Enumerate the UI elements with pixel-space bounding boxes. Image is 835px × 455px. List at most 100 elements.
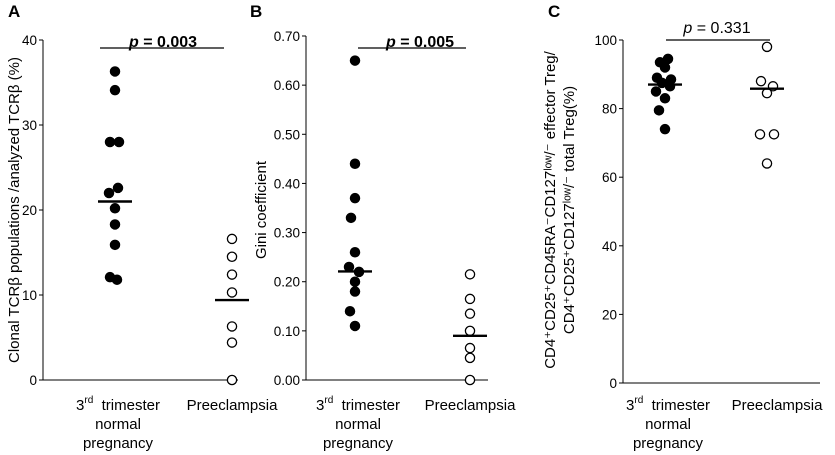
panel-b-y-ticks: 0.00 0.10 0.20 0.30 0.40 0.50 0.60 0.70 [274, 29, 488, 388]
panel-b-ylabel: Gini coefficient [253, 160, 270, 259]
y-tick-label: 40 [22, 33, 37, 48]
data-point-filled [344, 305, 356, 317]
category-label-preeclampsia: Preeclampsia [425, 397, 517, 414]
data-point-open [464, 293, 476, 305]
panel-c-y-ticks: 0 20 40 60 80 100 [594, 33, 820, 391]
data-point-open [464, 308, 476, 319]
data-point-open [464, 269, 476, 280]
panel-b-categories: 3rd trimester normal pregnancy Preeclampsia [316, 395, 516, 452]
data-point-open [226, 374, 238, 386]
category-label-normal-line2: normal [95, 416, 141, 433]
y-tick-label: 0.60 [274, 78, 300, 93]
y-tick-label: 80 [602, 102, 617, 117]
data-point-filled [109, 219, 121, 230]
panel-a-label: A [8, 2, 20, 21]
data-point-open [464, 352, 476, 364]
data-point-filled [349, 246, 361, 258]
panel-c-pvalue: p = 0.331 [682, 20, 750, 37]
y-tick-label: 30 [22, 118, 37, 133]
data-point-open [761, 41, 773, 53]
panel-b-pvalue: p = 0.005 [385, 34, 454, 51]
y-tick-label: 0.50 [274, 127, 300, 142]
data-point-filled [349, 276, 361, 287]
category-label-preeclampsia: Preeclampsia [187, 397, 279, 414]
category-label-normal-line2: normal [335, 416, 381, 433]
y-tick-label: 40 [602, 239, 617, 254]
data-point-filled [349, 192, 361, 204]
data-point-filled [345, 212, 357, 224]
panel-a-pvalue: p = 0.003 [128, 34, 197, 51]
data-point-filled [112, 182, 124, 194]
panel-a-categories: 3rd trimester normal pregnancy Preeclampsia [76, 395, 278, 452]
data-point-open [464, 325, 476, 337]
y-tick-label: 10 [22, 288, 37, 303]
data-point-open [754, 129, 766, 140]
y-tick-label: 0.10 [274, 324, 300, 339]
data-point-filled [109, 66, 121, 77]
category-label-normal-line3: pregnancy [633, 435, 704, 452]
data-point-open [226, 287, 238, 298]
panel-b-marks [338, 47, 487, 386]
data-point-filled [104, 136, 116, 148]
data-point-open [226, 337, 238, 348]
data-point-filled [109, 203, 121, 214]
data-point-open [226, 251, 238, 262]
y-tick-label: 0.30 [274, 226, 300, 241]
panel-b: B Gini coefficient 0.000.100.200.300.400… [250, 2, 516, 452]
category-label-normal-line1: 3rd trimester [316, 395, 400, 414]
data-point-filled [109, 239, 121, 251]
category-label-normal-line2: normal [645, 416, 691, 433]
data-point-filled [349, 158, 361, 170]
data-point-open [226, 233, 238, 245]
category-label-normal-line3: pregnancy [323, 435, 394, 452]
data-point-filled [111, 274, 123, 285]
data-point-open [761, 87, 773, 99]
panel-b-label: B [250, 2, 262, 21]
category-label-normal-line3: pregnancy [83, 435, 154, 452]
category-label-normal-line1: 3rd trimester [76, 395, 160, 414]
y-tick-label: 0.70 [274, 29, 300, 44]
panel-a-marks [98, 47, 249, 386]
panel-c-label: C [548, 2, 560, 21]
panel-a: A Clonal TCRβ populations /analyzed TCRβ… [6, 2, 278, 452]
data-point-filled [659, 62, 671, 73]
data-point-filled [349, 320, 361, 332]
data-point-open [761, 158, 773, 169]
category-label-preeclampsia: Preeclampsia [732, 397, 824, 414]
y-tick-label: 20 [602, 307, 617, 322]
panel-a-ylabel: Clonal TCRβ populations /analyzed TCRβ (… [6, 57, 23, 363]
panel-c: C CD4⁺CD25⁺CD45RA⁻CD127ˡᵒʷ/⁻ effector Tr… [542, 2, 823, 452]
y-tick-label: 0.20 [274, 275, 300, 290]
data-point-filled [349, 55, 361, 66]
panel-c-marks [648, 39, 784, 169]
data-point-filled [650, 86, 662, 97]
y-tick-label: 0 [609, 376, 617, 391]
data-point-filled [109, 84, 121, 96]
data-point-filled [653, 105, 665, 116]
panel-c-categories: 3rd trimester normal pregnancy Preeclampsia [626, 395, 823, 452]
data-point-open [226, 269, 238, 280]
data-point-filled [349, 286, 361, 297]
category-label-normal-line1: 3rd trimester [626, 395, 710, 414]
panel-c-ylabel-line2: CD4⁺CD25⁺CD127ˡᵒʷ/⁻ total Treg(%) [561, 86, 578, 334]
y-tick-label: 100 [594, 33, 617, 48]
y-tick-label: 0.40 [274, 176, 300, 191]
data-point-filled [343, 261, 355, 273]
data-point-open [464, 342, 476, 354]
data-point-open [464, 374, 476, 386]
data-point-open [226, 321, 238, 332]
data-point-filled [659, 123, 671, 135]
data-point-filled [659, 93, 671, 104]
panel-c-ylabel-line1: CD4⁺CD25⁺CD45RA⁻CD127ˡᵒʷ/⁻ effector Treg… [542, 50, 559, 368]
data-point-filled [664, 81, 676, 92]
data-point-open [755, 75, 767, 87]
data-point-open [768, 129, 780, 140]
y-tick-label: 0.00 [274, 373, 300, 388]
panel-a-y-ticks: 0 10 20 30 40 [22, 33, 238, 388]
y-tick-label: 60 [602, 170, 617, 185]
y-tick-label: 20 [22, 203, 37, 218]
data-point-filled [103, 187, 115, 199]
data-point-filled [113, 136, 125, 148]
y-tick-label: 0 [29, 373, 37, 388]
